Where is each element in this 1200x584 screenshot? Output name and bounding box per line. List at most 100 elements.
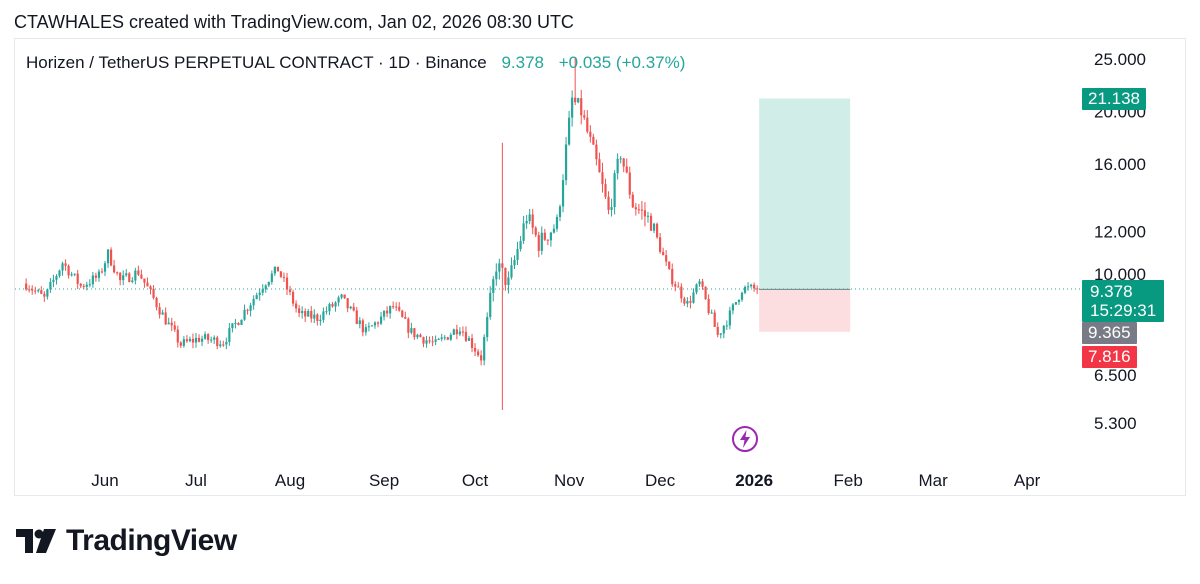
x-tick-label: Dec: [645, 471, 676, 490]
candle-body: [143, 278, 146, 283]
candle-body: [668, 261, 671, 269]
candle-body: [586, 117, 589, 132]
candle-body: [425, 340, 428, 344]
entry-price-badge: 9.365: [1082, 322, 1137, 344]
candle-body: [346, 298, 349, 309]
candle-body: [376, 322, 380, 324]
candle-body: [246, 309, 249, 311]
candle-body: [331, 304, 334, 307]
candle-body: [207, 334, 210, 341]
candle-body: [662, 251, 665, 256]
candle-body: [601, 172, 604, 185]
candle-body: [52, 279, 55, 282]
candle-body: [67, 265, 70, 276]
candle-body: [222, 344, 225, 346]
candle-body: [507, 277, 510, 285]
candle-body: [182, 339, 185, 346]
candle-body: [534, 227, 537, 236]
stop-zone: [759, 289, 851, 332]
candle-body: [589, 131, 592, 137]
x-tick-label: Aug: [275, 471, 305, 490]
x-tick-label: Sep: [369, 471, 399, 490]
candle-body: [200, 338, 204, 342]
x-tick-label: Nov: [554, 471, 585, 490]
candle-body: [525, 221, 528, 224]
candle-body: [665, 255, 668, 262]
candle-body: [301, 311, 304, 314]
current-price-badge: 9.378 15:29:31: [1082, 280, 1165, 322]
candle-body: [176, 329, 179, 343]
candle-body: [437, 338, 440, 340]
candle-body: [619, 158, 622, 160]
candle-body: [407, 318, 410, 333]
candle-body: [40, 290, 43, 294]
candle-body: [677, 286, 680, 288]
candle-body: [364, 327, 367, 333]
candle-body: [367, 326, 370, 328]
candle-body: [310, 310, 313, 319]
candle-body: [140, 274, 143, 279]
candle-body: [607, 196, 610, 210]
candle-body: [334, 302, 337, 307]
chart-legend: Horizen / TetherUS PERPETUAL CONTRACT · …: [26, 53, 685, 73]
candle-body: [373, 322, 377, 326]
candle-body: [270, 273, 273, 282]
candle-body: [352, 306, 355, 311]
candle-body: [689, 300, 692, 303]
candle-body: [43, 293, 46, 297]
candle-body: [452, 329, 455, 335]
x-tick-label: Feb: [834, 471, 863, 490]
candle-body: [228, 328, 231, 342]
candle-body: [113, 265, 116, 273]
candle-body: [674, 284, 677, 287]
symbol-label[interactable]: Horizen / TetherUS PERPETUAL CONTRACT · …: [26, 53, 487, 72]
candle-body: [213, 337, 216, 340]
candle-body: [137, 270, 140, 275]
candle-body: [325, 311, 328, 313]
candle-body: [743, 286, 747, 293]
candle-body: [34, 290, 37, 292]
candle-body: [291, 292, 295, 304]
candle-body: [731, 304, 734, 311]
candle-body: [131, 280, 134, 282]
candle-body: [528, 214, 531, 222]
last-price: 9.378: [501, 53, 544, 72]
candle-body: [701, 281, 704, 287]
candle-body: [349, 306, 352, 309]
candle-body: [561, 180, 565, 207]
candle-body: [428, 340, 431, 342]
candle-body: [358, 320, 361, 325]
candle-body: [649, 215, 653, 231]
candle-body: [540, 232, 543, 251]
attribution-text: CTAWHALES created with TradingView.com, …: [14, 12, 574, 32]
candle-body: [480, 355, 483, 361]
candle-body: [616, 158, 619, 174]
candle-body: [285, 277, 289, 290]
candle-body: [713, 312, 716, 327]
candle-body: [443, 337, 446, 339]
candle-body: [55, 276, 58, 280]
y-tick-label: 5.300: [1094, 414, 1137, 433]
candle-body: [646, 215, 650, 217]
candle-body: [604, 184, 607, 197]
candle-body: [31, 289, 34, 291]
candle-body: [659, 237, 662, 252]
tradingview-logo[interactable]: TradingView: [16, 524, 237, 558]
candle-body: [337, 297, 340, 303]
lightning-icon[interactable]: [731, 425, 759, 453]
candle-body: [504, 267, 507, 285]
candle-body: [737, 299, 741, 303]
y-tick-label: 12.000: [1094, 222, 1146, 241]
candle-body: [106, 249, 110, 264]
candle-body: [340, 294, 343, 298]
candle-body: [522, 223, 525, 241]
candle-body: [328, 304, 331, 312]
candle-body: [413, 328, 416, 338]
candle-body: [410, 328, 413, 333]
candle-body: [194, 337, 198, 343]
candle-body: [255, 295, 258, 300]
candle-body: [574, 97, 577, 103]
candle-body: [595, 144, 598, 160]
y-tick-label: 10.000: [1094, 265, 1146, 284]
